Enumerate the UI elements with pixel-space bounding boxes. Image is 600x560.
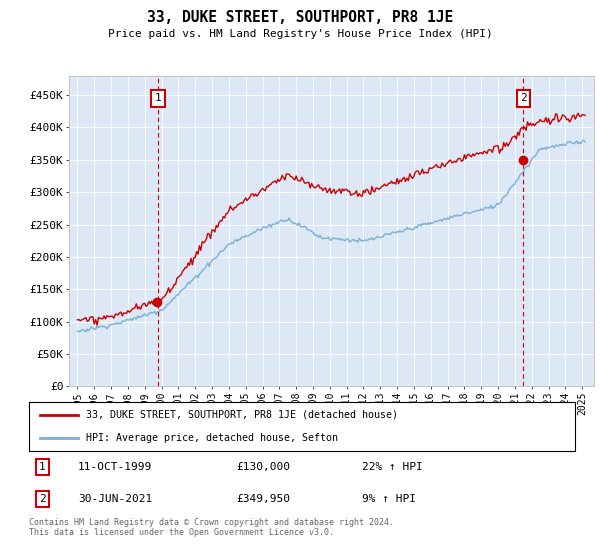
Text: 22% ↑ HPI: 22% ↑ HPI xyxy=(362,462,422,472)
Text: 33, DUKE STREET, SOUTHPORT, PR8 1JE (detached house): 33, DUKE STREET, SOUTHPORT, PR8 1JE (det… xyxy=(86,410,398,420)
Text: 33, DUKE STREET, SOUTHPORT, PR8 1JE: 33, DUKE STREET, SOUTHPORT, PR8 1JE xyxy=(147,10,453,25)
Text: 9% ↑ HPI: 9% ↑ HPI xyxy=(362,494,416,504)
Text: £130,000: £130,000 xyxy=(236,462,290,472)
Text: Contains HM Land Registry data © Crown copyright and database right 2024.
This d: Contains HM Land Registry data © Crown c… xyxy=(29,518,394,538)
Text: 2: 2 xyxy=(39,494,46,504)
Text: 30-JUN-2021: 30-JUN-2021 xyxy=(78,494,152,504)
Text: 1: 1 xyxy=(154,94,161,103)
Text: Price paid vs. HM Land Registry's House Price Index (HPI): Price paid vs. HM Land Registry's House … xyxy=(107,29,493,39)
Text: 1: 1 xyxy=(39,462,46,472)
Text: HPI: Average price, detached house, Sefton: HPI: Average price, detached house, Seft… xyxy=(86,433,338,444)
Text: 11-OCT-1999: 11-OCT-1999 xyxy=(78,462,152,472)
Text: 2: 2 xyxy=(520,94,527,103)
Text: £349,950: £349,950 xyxy=(236,494,290,504)
